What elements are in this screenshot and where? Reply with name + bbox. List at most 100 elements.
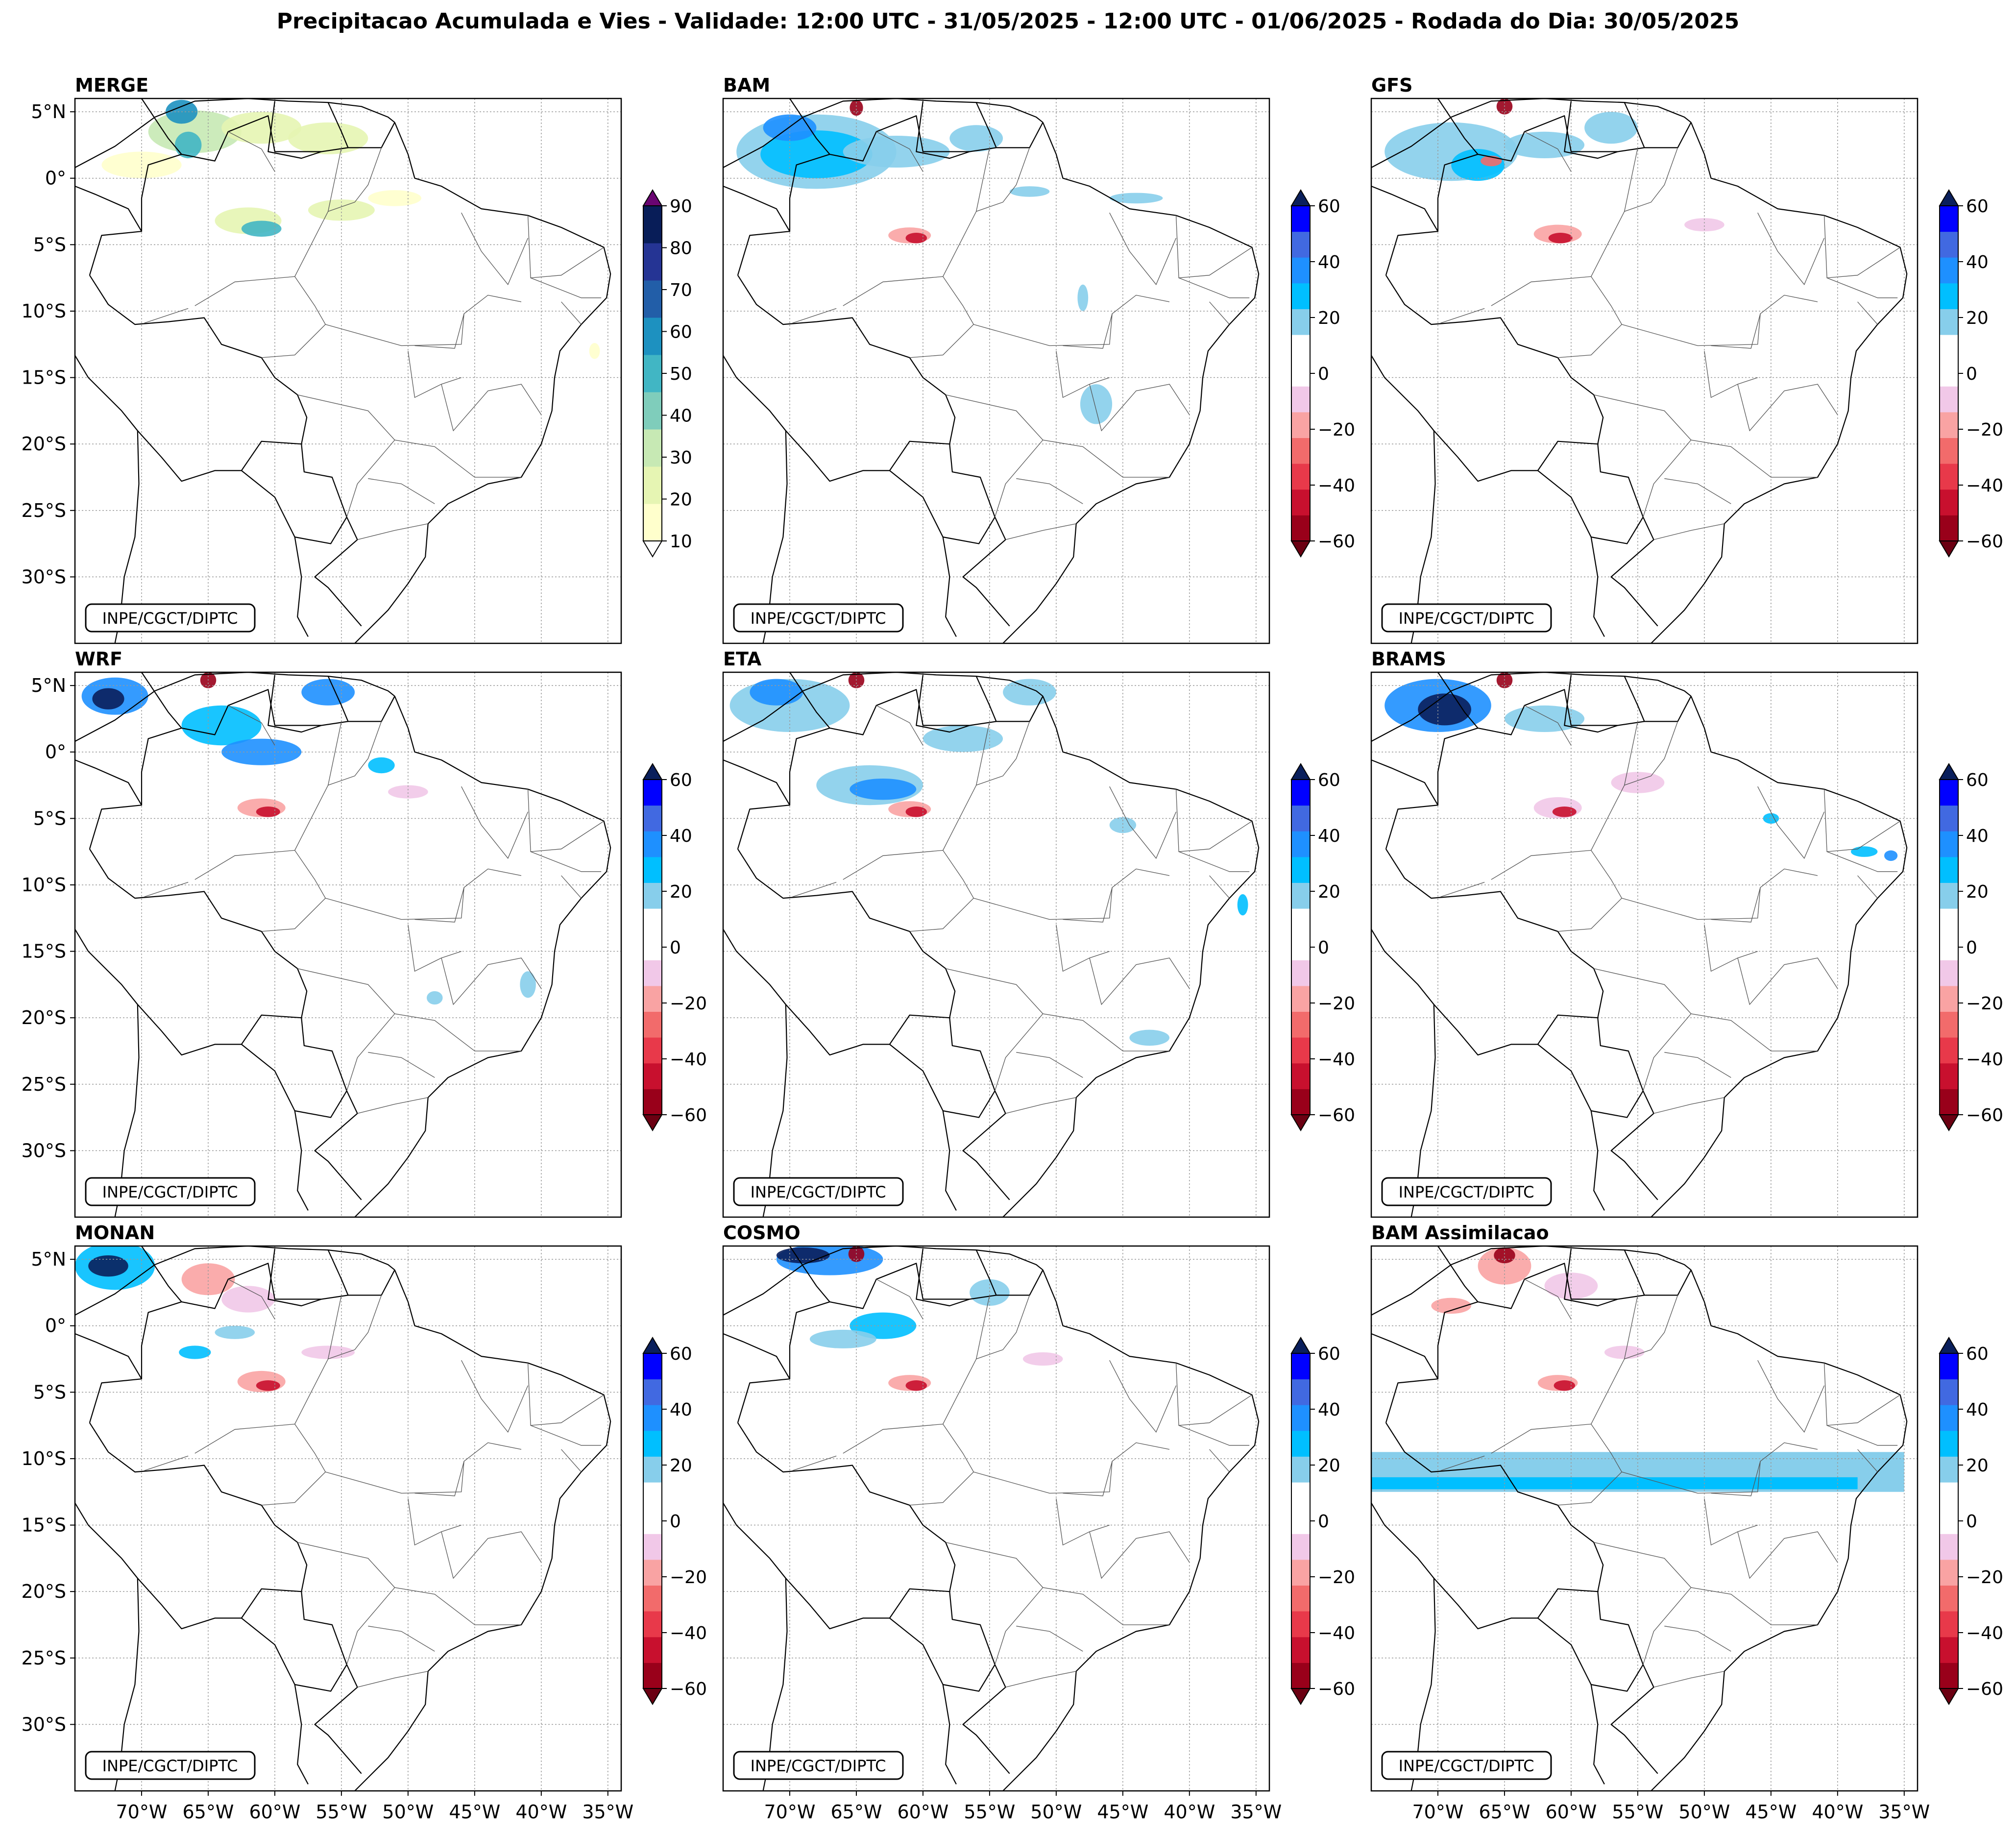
- country-border: [327, 102, 349, 148]
- credit-frame: [733, 603, 904, 633]
- state-border: [346, 1013, 395, 1091]
- colorbar-swatch: [643, 1508, 662, 1534]
- lon-tick-label: 65°W: [1479, 1801, 1530, 1823]
- lon-tick-label: 60°W: [249, 1801, 300, 1823]
- colorbar-swatch: [1940, 1456, 1958, 1483]
- field-patch: [520, 971, 536, 998]
- country-border: [785, 1578, 950, 1630]
- colorbar-tick-label: 60: [1318, 196, 1340, 217]
- country-border: [137, 1004, 302, 1056]
- state-border: [441, 1531, 542, 1579]
- map-background: [75, 672, 621, 1217]
- country-border: [723, 185, 790, 232]
- state-border: [1857, 301, 1878, 325]
- colorbar-extend-max: [1290, 189, 1311, 206]
- colorbar-bias: 60 40 20 0 −20 −40 −60: [642, 1337, 707, 1705]
- state-border: [976, 147, 1030, 212]
- lon-tick-label: 60°W: [1545, 1801, 1597, 1823]
- colorbar-bias: 60 40 20 0 −20 −40 −60: [1939, 1337, 2003, 1705]
- colorbar-swatch: [1940, 1482, 1958, 1509]
- state-border: [1175, 1363, 1252, 1426]
- state-border: [1016, 478, 1083, 504]
- country-border: [137, 1578, 302, 1630]
- state-border: [909, 1471, 974, 1506]
- lon-tick-label: 40°W: [1164, 1801, 1215, 1823]
- credit-frame: [1381, 603, 1552, 633]
- map-background: [1371, 672, 1918, 1217]
- colorbar-swatch: [1291, 360, 1310, 387]
- colorbar-swatch: [1940, 1011, 1958, 1038]
- panel-title: MERGE: [75, 74, 148, 96]
- map-area: [723, 1246, 1269, 1791]
- country-border: [1371, 1502, 1436, 1791]
- state-border: [1016, 1626, 1083, 1652]
- lat-tick-label: 0°: [45, 741, 66, 763]
- field-patch: [776, 1247, 830, 1264]
- colorbar-swatch: [1940, 464, 1958, 490]
- field-patch: [88, 1255, 128, 1277]
- state-border: [1704, 351, 1758, 398]
- field-patch: [221, 112, 302, 144]
- state-border: [527, 1363, 604, 1426]
- country-border: [1371, 354, 1436, 643]
- colorbar-swatch: [1940, 960, 1958, 986]
- map-frame: [1370, 1245, 1919, 1792]
- lon-tick-label: 65°W: [830, 1801, 882, 1823]
- country-border: [141, 1246, 182, 1302]
- country-border: [723, 1333, 790, 1379]
- state-border: [561, 301, 582, 325]
- colorbar-swatch: [1291, 231, 1310, 258]
- state-border: [1109, 1360, 1177, 1433]
- state-border: [461, 1360, 529, 1433]
- lon-tick-label: 50°W: [1030, 1801, 1082, 1823]
- state-border: [408, 1498, 461, 1546]
- map-background: [75, 98, 621, 643]
- colorbar-swatch: [1940, 1534, 1958, 1560]
- field-patch: [181, 705, 262, 746]
- colorbar-tick-label: −20: [670, 994, 707, 1014]
- colorbar-tick-label: 20: [1966, 1456, 1989, 1476]
- country-border: [1385, 1422, 1658, 1774]
- country-border: [141, 98, 182, 155]
- colorbar-swatch: [1291, 489, 1310, 515]
- colorbar-tick-label: −60: [1318, 1105, 1355, 1125]
- country-border: [916, 1248, 970, 1307]
- state-border: [1594, 1542, 1818, 1625]
- colorbar-swatch: [1291, 1430, 1310, 1457]
- field-patch: [850, 779, 917, 800]
- colorbar-tick-label: 20: [670, 1456, 692, 1476]
- lon-tick-label: 55°W: [1612, 1801, 1663, 1823]
- colorbar-tick-label: 40: [1318, 1400, 1340, 1420]
- field-patch: [179, 1345, 211, 1359]
- country-border: [737, 1422, 1010, 1774]
- country-border: [75, 354, 140, 643]
- state-border: [357, 1097, 428, 1114]
- colorbar-swatch: [643, 985, 662, 1012]
- country-border: [723, 1246, 1044, 1316]
- state-border: [1005, 1097, 1076, 1114]
- country-border: [789, 1246, 830, 1302]
- country-border: [1433, 1004, 1598, 1056]
- country-border: [785, 430, 950, 482]
- colorbar-swatch: [1291, 1456, 1310, 1483]
- colorbar-bias: 60 40 20 0 −20 −40 −60: [642, 763, 707, 1131]
- colorbar-swatch: [1940, 780, 1958, 806]
- colorbar-tick-label: 0: [1318, 938, 1329, 958]
- colorbar-swatch: [1291, 412, 1310, 438]
- map-area: [1371, 672, 1918, 1217]
- credit-label: INPE/CGCT/DIPTC: [751, 1183, 886, 1201]
- colorbar-bias: 60 40 20 0 −20 −40 −60: [1290, 763, 1355, 1131]
- state-border: [1524, 1279, 1572, 1320]
- lat-tick-label: 15°S: [22, 941, 66, 962]
- colorbar-tick-label: 0: [1318, 364, 1329, 384]
- state-border: [1664, 1626, 1731, 1652]
- lon-tick-label: 65°W: [182, 1801, 234, 1823]
- colorbar-tick-label: 30: [670, 448, 692, 468]
- country-border: [327, 1249, 349, 1296]
- lon-tick-label: 70°W: [764, 1801, 816, 1823]
- lat-tick-label: 5°S: [33, 807, 66, 829]
- country-border: [1624, 676, 1645, 722]
- colorbar-swatch: [1940, 805, 1958, 831]
- colorbar-extend-min: [1939, 1114, 1959, 1131]
- state-border: [1711, 1461, 1761, 1496]
